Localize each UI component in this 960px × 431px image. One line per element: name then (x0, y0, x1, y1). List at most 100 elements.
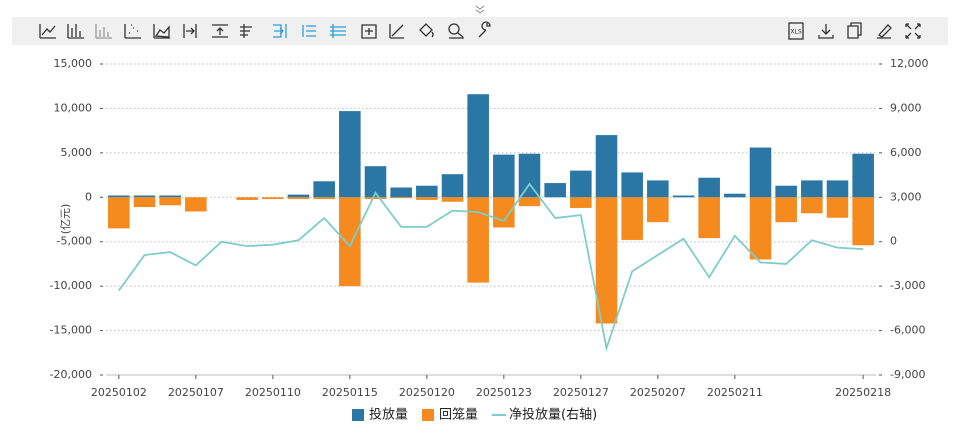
icon[interactable] (389, 24, 404, 39)
y2-tick-label: 6,000 (890, 146, 922, 159)
x-tick-label: 20250127 (553, 386, 609, 399)
bar (621, 197, 643, 240)
export-icon[interactable] (788, 22, 804, 40)
y2-tick-label: 9,000 (890, 101, 922, 114)
edit-icon[interactable] (877, 24, 892, 39)
bar (313, 197, 335, 200)
icon[interactable] (361, 24, 377, 39)
y-tick-label: 0 (85, 190, 92, 203)
bar (159, 195, 181, 198)
y-tick-label: -15,000 (50, 324, 92, 337)
bar (595, 135, 618, 198)
bar (287, 194, 310, 198)
bar (287, 197, 310, 200)
bar (698, 177, 720, 198)
y2-tick-label: 12,000 (890, 57, 929, 70)
tool-icon[interactable] (478, 21, 491, 38)
y-tick-label: -20,000 (50, 368, 92, 381)
bar (801, 197, 823, 214)
y-tick-label: 5,000 (61, 146, 93, 159)
bar (313, 181, 335, 198)
bar (339, 111, 361, 198)
toolbar-icons: XLS (39, 5, 921, 40)
bar (852, 153, 874, 198)
bar (698, 197, 720, 239)
fill-icon[interactable] (419, 23, 434, 38)
bar (647, 180, 669, 198)
x-tick-label: 20250102 (91, 386, 147, 399)
bar (672, 195, 695, 198)
line-icon[interactable] (39, 24, 56, 39)
zoom-icon-part (449, 32, 464, 39)
y-tick-label: 10,000 (54, 101, 93, 114)
x-tick-label: 20250207 (630, 386, 686, 399)
bar (159, 197, 181, 206)
x-tick-label: 20250110 (245, 386, 301, 399)
x-tick-label: 20250115 (322, 386, 378, 399)
legend-label: 净投放量(右轴) (509, 407, 597, 423)
legend-swatch (352, 409, 364, 421)
copy-icon[interactable] (847, 22, 862, 39)
download-icon[interactable] (818, 24, 834, 39)
icon[interactable] (183, 24, 197, 38)
icon[interactable] (302, 25, 316, 37)
x-tick-label: 20250120 (399, 386, 455, 399)
area-icon[interactable] (153, 24, 170, 39)
legend-label: 投放量 (369, 407, 408, 423)
bar (236, 197, 258, 200)
bar (364, 166, 387, 198)
bar (467, 94, 489, 198)
bar (133, 195, 156, 198)
bar (416, 197, 438, 200)
bar (826, 180, 849, 198)
bar (775, 197, 797, 223)
bar (441, 197, 464, 202)
bar (185, 197, 207, 212)
bar (441, 174, 464, 198)
icon[interactable] (212, 24, 228, 38)
export-label: XLS (790, 29, 801, 36)
icon[interactable] (273, 24, 287, 38)
bar (339, 197, 361, 287)
bar (518, 153, 541, 198)
legend-label: 回笼量 (439, 407, 478, 423)
icon[interactable] (240, 24, 252, 38)
bar (570, 170, 592, 198)
y-axis-title: (亿元) (59, 204, 72, 235)
bar (467, 197, 489, 283)
collapse-icon[interactable] (475, 5, 485, 14)
y-tick-label: -10,000 (50, 279, 92, 292)
bar (262, 197, 284, 200)
scatter-icon[interactable] (124, 24, 141, 39)
y-tick-label: 15,000 (54, 57, 93, 70)
toolbar (12, 17, 948, 45)
line (118, 182, 864, 352)
bar (775, 185, 797, 198)
bar (416, 185, 438, 198)
stack-icon[interactable] (95, 24, 112, 39)
bar (852, 197, 874, 246)
zoom-icon[interactable] (448, 23, 460, 35)
legend-swatch (422, 409, 435, 421)
bar (493, 154, 515, 198)
bar (390, 187, 412, 198)
bar (518, 197, 541, 207)
fullscreen-icon[interactable] (905, 23, 921, 39)
bar (801, 180, 823, 198)
bar-icon[interactable] (67, 24, 84, 39)
x-tick-label: 20250107 (168, 386, 224, 399)
x-tick-label: 20250218 (835, 386, 891, 399)
bar (749, 147, 772, 198)
bar (647, 197, 669, 223)
bar (544, 183, 566, 198)
y2-tick-label: -6,000 (890, 324, 925, 337)
bar (749, 197, 772, 260)
bar (108, 197, 130, 229)
bar (621, 172, 643, 198)
bar (570, 197, 592, 208)
bar (108, 195, 130, 198)
icon[interactable] (330, 24, 346, 38)
x-tick-label: 20250211 (707, 386, 763, 399)
